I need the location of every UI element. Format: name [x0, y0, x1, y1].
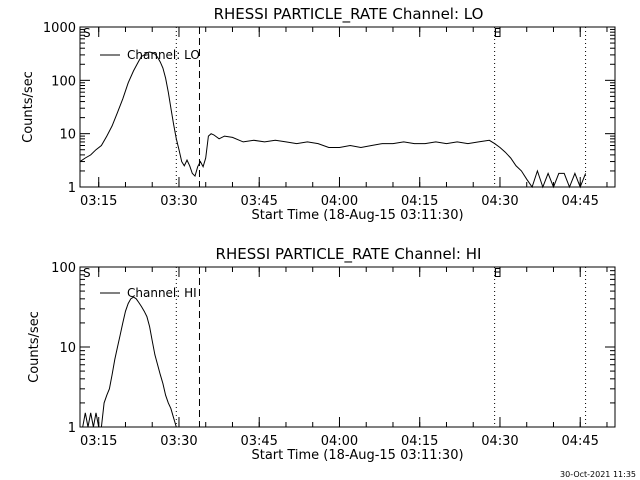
x-tick-label: 04:30 [481, 434, 518, 449]
x-tick-label: 04:15 [401, 434, 438, 449]
x-tick-label: 03:30 [160, 194, 197, 209]
y-tick-label: 10 [59, 128, 76, 143]
x-tick-label: 03:45 [240, 194, 277, 209]
x-tick-label: 03:30 [160, 434, 197, 449]
footer-timestamp: 30-Oct-2021 11:35 [560, 470, 636, 479]
x-tick-label: 04:30 [481, 194, 518, 209]
legend-label: Channel: LO [127, 48, 200, 62]
plot-frame [79, 26, 616, 188]
y-tick-label: 100 [51, 261, 76, 276]
x-axis-label: Start Time (18-Aug-15 03:11:30) [251, 448, 463, 463]
x-axis-label: Start Time (18-Aug-15 03:11:30) [251, 208, 463, 223]
x-tick-label: 04:45 [561, 434, 598, 449]
marker-s: S [83, 26, 91, 40]
data-series-line [80, 296, 177, 428]
chart-panel-1: RHESSI PARTICLE_RATE Channel: LO 1 10 100 10… [21, 5, 616, 223]
chart-title: RHESSI PARTICLE_RATE Channel: LO [214, 5, 484, 24]
y-tick-label: 100 [51, 74, 76, 89]
y-tick-label: 10 [59, 341, 76, 356]
data-series-line [79, 51, 587, 189]
x-tick-label: 04:45 [561, 194, 598, 209]
x-tick-label: 03:45 [240, 434, 277, 449]
marker-e: E [494, 26, 502, 40]
legend-label: Channel: HI [127, 286, 197, 300]
y-axis-label: Counts/sec [21, 71, 36, 143]
chart-title: RHESSI PARTICLE_RATE Channel: HI [216, 245, 482, 264]
x-tick-label: 03:15 [80, 434, 117, 449]
y-axis-label: Counts/sec [27, 311, 42, 383]
x-tick-label: 03:15 [80, 194, 117, 209]
chart-panel-2: RHESSI PARTICLE_RATE Channel: HI 1 10 100 03… [27, 245, 616, 463]
x-tick-label: 04:00 [321, 194, 358, 209]
marker-e: E [494, 266, 502, 280]
x-tick-label: 04:00 [321, 434, 358, 449]
marker-s: S [83, 266, 91, 280]
x-tick-label: 04:15 [401, 194, 438, 209]
y-tick-label: 1 [68, 181, 76, 196]
y-tick-label: 1 [68, 421, 76, 436]
y-tick-label: 1000 [43, 21, 76, 36]
